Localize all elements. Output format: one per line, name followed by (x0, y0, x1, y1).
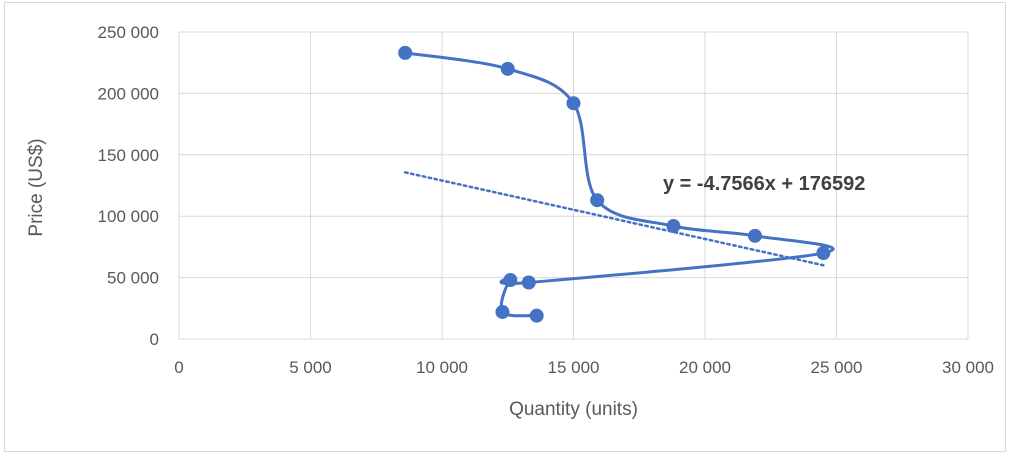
x-tick-label: 20 000 (679, 358, 731, 377)
x-tick-label: 15 000 (548, 358, 600, 377)
data-point (398, 45, 413, 60)
data-point (747, 228, 762, 243)
x-tick-label: 5 000 (289, 358, 332, 377)
y-tick-label: 150 000 (98, 146, 159, 165)
y-axis-tick-labels: 0 50 000 100 000 150 000 200 000 250 000 (98, 23, 159, 349)
data-point (816, 246, 831, 261)
trendline-line (403, 171, 825, 267)
x-tick-label: 25 000 (811, 358, 863, 377)
y-tick-label: 50 000 (107, 269, 159, 288)
x-tick-label: 0 (174, 358, 183, 377)
chart-area (4, 2, 1006, 452)
data-point (566, 96, 581, 111)
y-tick-label: 200 000 (98, 84, 159, 103)
data-point (666, 219, 681, 234)
x-axis-title: Quantity (units) (509, 399, 638, 420)
data-point (495, 304, 510, 319)
data-point (500, 61, 515, 76)
trendline-equation: y = -4.7566x + 176592 (663, 173, 865, 195)
data-point (590, 193, 605, 208)
data-point (529, 308, 544, 323)
y-tick-label: 250 000 (98, 23, 159, 42)
y-tick-label: 0 (150, 330, 159, 349)
series-0 (398, 45, 835, 323)
data-point (521, 275, 536, 290)
x-axis-tick-labels: 0 5 000 10 000 15 000 20 000 25 000 30 000 (174, 358, 994, 377)
x-tick-label: 30 000 (942, 358, 994, 377)
data-point (503, 273, 518, 288)
x-tick-label: 10 000 (416, 358, 468, 377)
y-axis-title: Price (US$) (26, 138, 47, 236)
y-tick-label: 100 000 (98, 207, 159, 226)
trendline (403, 171, 825, 267)
